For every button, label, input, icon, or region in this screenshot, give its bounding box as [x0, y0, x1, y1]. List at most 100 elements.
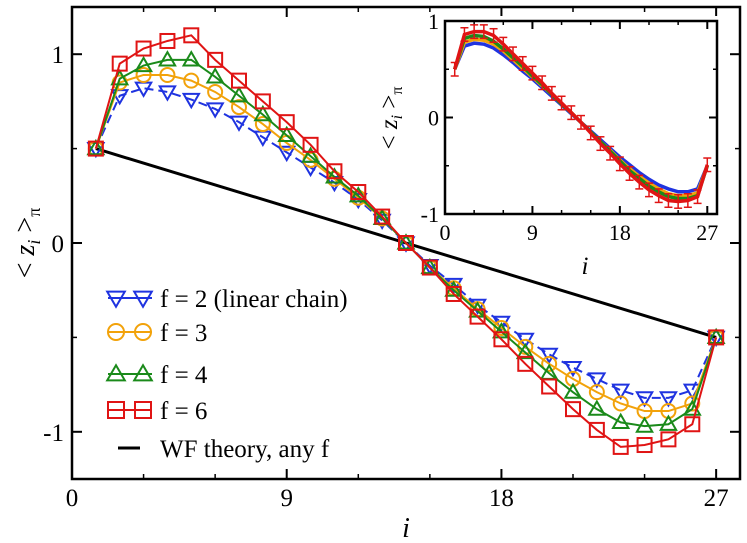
- main-data-point: [493, 331, 510, 348]
- main-data-point: [563, 361, 583, 378]
- main-data-point: [277, 145, 297, 163]
- inset-ticks: 0 9 18 27-101: [421, 9, 719, 245]
- legend-entry-4: f = 6: [107, 398, 207, 425]
- main-data-point: [469, 308, 486, 325]
- main-data-point: [181, 50, 201, 67]
- main-data-point: [706, 327, 726, 344]
- legend-marker: [132, 363, 154, 382]
- legend-marker: [107, 401, 125, 419]
- main-data-point: [660, 431, 677, 448]
- main-data-point: [517, 355, 534, 372]
- main-data-point: [706, 330, 726, 348]
- main-data-point: [612, 438, 629, 455]
- main-data-point: [254, 116, 271, 133]
- main-data-point: [157, 85, 177, 102]
- main-ticks: 0 9 18 27-101: [43, 7, 740, 512]
- inset-series-group: [450, 24, 712, 209]
- main-data-point: [302, 136, 319, 153]
- main-data-point: [539, 347, 559, 365]
- main-ytick-label: 0: [52, 231, 65, 258]
- main-data-point: [159, 66, 176, 83]
- main-data-point: [541, 378, 558, 395]
- main-series-line: [94, 87, 718, 399]
- legend-entry-1: f = 2 (linear chain): [105, 286, 348, 313]
- main-data-point: [86, 142, 106, 159]
- main-data-point: [611, 383, 631, 400]
- main-data-point: [253, 104, 273, 122]
- main-data-point: [658, 414, 678, 431]
- main-data-point: [301, 146, 321, 163]
- main-data-point: [254, 93, 271, 110]
- main-data-point: [491, 322, 511, 339]
- main-ylabel-text: < zi >π: [10, 208, 44, 279]
- main-data-point: [635, 391, 655, 408]
- inset-xtick-label: 0: [440, 220, 451, 245]
- main-series-group: [86, 27, 726, 455]
- main-data-point: [207, 83, 224, 100]
- main-data-point: [135, 66, 152, 83]
- main-data-point: [708, 329, 725, 346]
- inset-ytick-label: 0: [428, 106, 439, 131]
- main-xtick-label: 18: [489, 485, 514, 512]
- main-ytick-label: 1: [52, 42, 65, 69]
- inset-xtick-label: 9: [527, 220, 538, 245]
- legend-marker: [134, 323, 152, 341]
- main-data-point: [231, 72, 247, 89]
- legend-marker: [105, 363, 127, 382]
- main-data-point: [183, 72, 200, 89]
- main-data-point: [684, 416, 701, 433]
- legend-entry-3: f = 4: [105, 362, 208, 389]
- main-ylabel: < zi >π: [10, 208, 44, 279]
- inset-xlabel: i: [582, 253, 589, 280]
- main-data-point: [588, 421, 605, 438]
- main-data-point: [326, 163, 343, 180]
- main-data-point: [541, 355, 558, 372]
- main-data-point: [87, 140, 104, 157]
- main-data-point: [493, 319, 510, 336]
- legend-label: f = 6: [160, 398, 207, 425]
- legend-label: f = 3: [160, 320, 207, 347]
- inset-ytick-label: 1: [428, 9, 439, 34]
- main-data-point: [159, 32, 176, 49]
- legend-label: WF theory, any f: [160, 436, 330, 463]
- legend-label: f = 2 (linear chain): [160, 286, 348, 313]
- main-data-point: [587, 399, 607, 416]
- legend: f = 2 (linear chain) f = 3 f = 4 f = 6 WF th…: [105, 286, 348, 463]
- legend-marker: [132, 290, 154, 309]
- main-data-point: [231, 99, 247, 116]
- main-data-point: [396, 236, 416, 253]
- main-data-point: [205, 102, 225, 119]
- main-data-point: [157, 50, 177, 67]
- main-data-point: [183, 27, 200, 44]
- inset-ytick-label: -1: [421, 202, 439, 227]
- legend-marker: [107, 323, 125, 341]
- legend-marker: [134, 401, 152, 419]
- main-data-point: [588, 384, 605, 401]
- main-data-point: [181, 92, 201, 110]
- main-xlabel: i: [402, 513, 410, 543]
- main-data-point: [86, 138, 106, 156]
- inset-xtick-label: 18: [609, 220, 631, 245]
- main-data-point: [635, 416, 655, 433]
- legend-entry-2: f = 3: [107, 320, 207, 347]
- main-data-point: [111, 55, 128, 72]
- main-data-point: [398, 235, 414, 251]
- main-data-point: [135, 40, 152, 57]
- main-data-point: [134, 55, 154, 73]
- main-data-point: [374, 208, 391, 225]
- main-data-point: [565, 401, 581, 418]
- legend-entry-theory: WF theory, any f: [118, 436, 330, 463]
- inset-xtick-label: 27: [696, 220, 718, 245]
- main-data-point: [636, 437, 653, 454]
- main-xtick-label: 0: [66, 485, 79, 512]
- main-data-point: [563, 382, 583, 399]
- main-data-point: [207, 51, 224, 68]
- main-data-point: [515, 342, 535, 360]
- inset-series-4: [450, 24, 712, 209]
- main-data-point: [421, 259, 438, 276]
- main-data-point: [396, 233, 416, 250]
- legend-marker: [105, 290, 127, 309]
- main-data-point: [350, 184, 367, 201]
- main-data-point: [445, 285, 462, 302]
